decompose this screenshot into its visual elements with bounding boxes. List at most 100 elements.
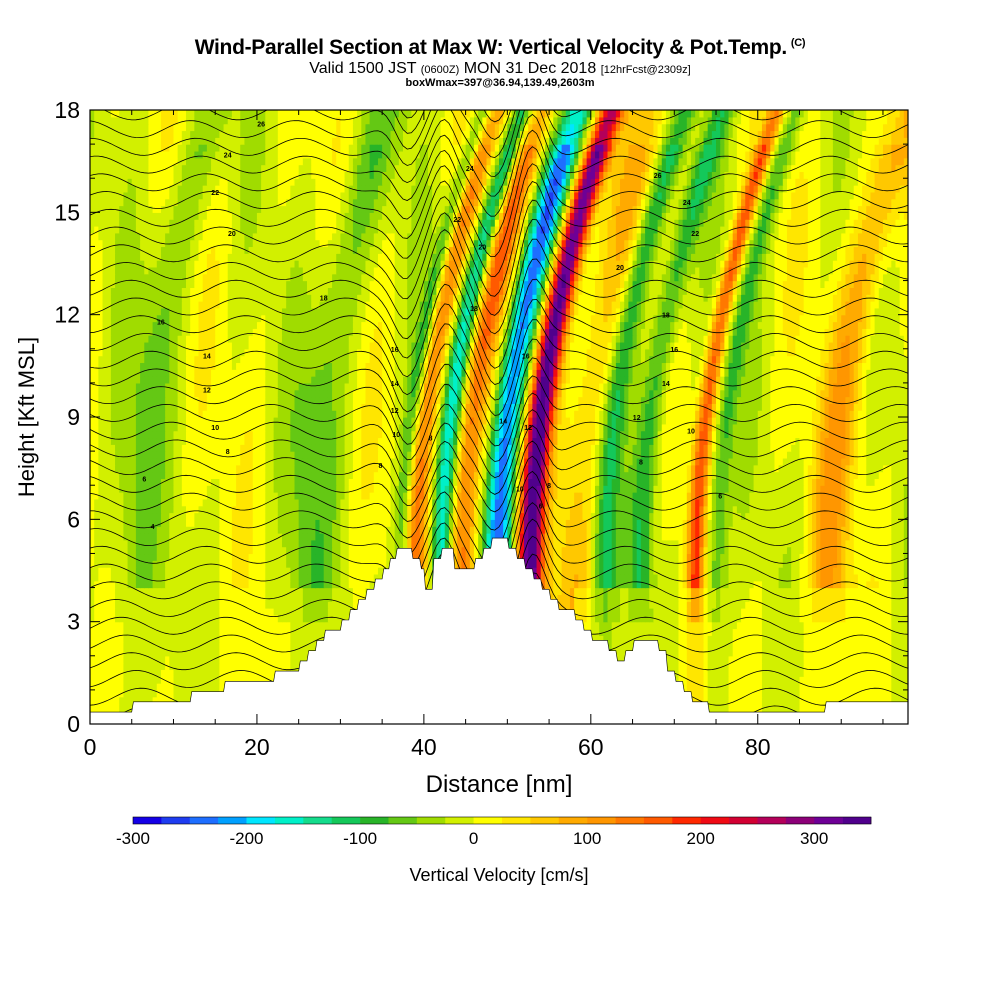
velocity-cell xyxy=(206,683,212,691)
velocity-cell xyxy=(761,642,767,650)
velocity-cell xyxy=(227,546,233,555)
velocity-cell xyxy=(428,546,433,555)
velocity-cell xyxy=(144,669,150,677)
velocity-cell xyxy=(269,608,275,616)
velocity-cell xyxy=(845,553,851,561)
velocity-cell xyxy=(862,642,867,650)
velocity-cell xyxy=(286,560,291,568)
velocity-cell xyxy=(244,567,250,575)
velocity-cell xyxy=(820,608,826,616)
velocity-cell xyxy=(165,560,170,568)
velocity-cell xyxy=(286,573,291,582)
velocity-cell xyxy=(365,573,371,582)
velocity-cell xyxy=(156,648,162,657)
velocity-cell xyxy=(624,628,629,636)
velocity-cell xyxy=(219,642,225,650)
velocity-cell xyxy=(786,696,792,705)
velocity-cell xyxy=(770,608,776,616)
velocity-cell xyxy=(749,587,755,595)
velocity-cell xyxy=(265,594,271,602)
velocity-cell xyxy=(265,662,271,671)
velocity-cell xyxy=(749,614,755,623)
velocity-cell xyxy=(352,553,358,561)
velocity-cell xyxy=(106,567,112,575)
velocity-cell xyxy=(665,567,671,575)
velocity-cell xyxy=(215,635,220,643)
velocity-cell xyxy=(728,689,734,698)
velocity-cell xyxy=(803,696,809,705)
velocity-cell xyxy=(741,635,746,643)
velocity-cell xyxy=(223,635,229,643)
velocity-cell xyxy=(198,546,204,555)
velocity-cell xyxy=(853,608,859,616)
velocity-cell xyxy=(173,608,179,616)
velocity-cell xyxy=(686,560,692,568)
velocity-cell xyxy=(791,655,796,664)
velocity-cell xyxy=(277,655,283,664)
velocity-cell xyxy=(294,601,300,609)
velocity-cell xyxy=(177,567,183,575)
velocity-cell xyxy=(561,601,567,609)
velocity-cell xyxy=(632,567,638,575)
velocity-cell xyxy=(194,546,200,555)
velocity-cell xyxy=(849,676,855,684)
velocity-cell xyxy=(640,635,646,643)
velocity-cell xyxy=(607,601,613,609)
velocity-cell xyxy=(678,662,684,671)
velocity-cell xyxy=(240,669,246,677)
velocity-cell xyxy=(841,621,846,630)
velocity-cell xyxy=(749,703,755,711)
velocity-cell xyxy=(190,580,195,589)
velocity-cell xyxy=(144,642,150,650)
velocity-cell xyxy=(594,635,600,643)
velocity-cell xyxy=(248,662,254,671)
velocity-cell xyxy=(256,676,262,684)
velocity-cell xyxy=(302,655,308,664)
velocity-cell xyxy=(607,594,613,602)
velocity-cell xyxy=(845,573,851,582)
velocity-cell xyxy=(703,696,709,705)
velocity-cell xyxy=(703,621,709,630)
velocity-cell xyxy=(849,608,855,616)
velocity-cell xyxy=(661,621,667,630)
velocity-cell xyxy=(703,608,709,616)
velocity-cell xyxy=(891,676,897,684)
velocity-cell xyxy=(131,655,137,664)
velocity-cell xyxy=(102,580,108,589)
velocity-cell xyxy=(586,608,592,616)
velocity-cell xyxy=(824,594,830,602)
velocity-cell xyxy=(565,553,571,561)
velocity-cell xyxy=(741,621,746,630)
velocity-cell xyxy=(248,648,254,657)
velocity-cell xyxy=(882,594,888,602)
velocity-cell xyxy=(336,580,341,589)
velocity-cell xyxy=(803,560,809,568)
velocity-cell xyxy=(532,567,538,575)
velocity-cell xyxy=(190,621,195,630)
velocity-cell xyxy=(256,553,262,561)
velocity-cell xyxy=(565,587,571,595)
velocity-cell xyxy=(90,669,95,677)
velocity-cell xyxy=(415,546,421,555)
velocity-cell xyxy=(244,662,250,671)
velocity-cell xyxy=(256,642,262,650)
velocity-cell xyxy=(724,696,730,705)
velocity-cell xyxy=(173,648,179,657)
velocity-cell xyxy=(749,676,755,684)
velocity-cell xyxy=(632,560,638,568)
velocity-cell xyxy=(686,567,692,575)
velocity-cell xyxy=(202,655,208,664)
velocity-cell xyxy=(895,683,901,691)
velocity-cell xyxy=(837,608,842,616)
velocity-cell xyxy=(298,594,304,602)
velocity-cell xyxy=(816,560,821,568)
velocity-cell xyxy=(152,676,158,684)
velocity-cell xyxy=(198,676,204,684)
velocity-cell xyxy=(223,608,229,616)
velocity-cell xyxy=(198,683,204,691)
velocity-cell xyxy=(812,655,817,664)
velocity-cell xyxy=(248,573,254,582)
velocity-cell xyxy=(807,662,813,671)
velocity-cell xyxy=(695,648,700,657)
velocity-cell xyxy=(169,696,175,705)
